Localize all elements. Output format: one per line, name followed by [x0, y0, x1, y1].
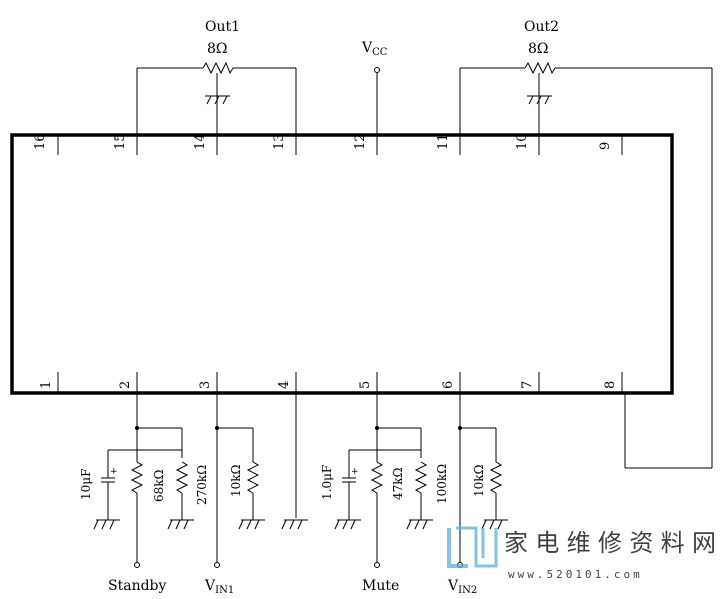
- pin-10-label: 10: [515, 133, 530, 150]
- mute-network: [334, 426, 434, 568]
- pin-13-label: 13: [272, 133, 287, 150]
- pin-8-label: 8: [603, 381, 618, 389]
- pin-2-label: 2: [118, 381, 133, 389]
- r47k-value: 47kΩ: [391, 467, 405, 500]
- standby-network: [93, 426, 195, 568]
- vcc-terminal: [374, 67, 380, 73]
- standby-label: Standby: [108, 578, 167, 594]
- watermark-logo-icon: [447, 526, 498, 568]
- pin-11-label: 11: [436, 133, 451, 150]
- out2-label: Out2: [524, 19, 559, 35]
- top-pin-labels: 16 15 14 13 12 11 10 9: [33, 133, 613, 150]
- watermark-cn-text: 家电维修资料网: [504, 529, 716, 557]
- out2-load: [460, 61, 713, 469]
- pin-1-label: 1: [39, 381, 54, 389]
- mute-cap-plus: +: [351, 467, 359, 477]
- out2-resistance: 8Ω: [528, 41, 549, 57]
- r-vin2-value: 10kΩ: [472, 464, 486, 497]
- ic-chip-body: [10, 133, 674, 395]
- pin-9-label: 9: [598, 142, 613, 150]
- mute-label: Mute: [362, 578, 399, 594]
- r270k-value: 270kΩ: [195, 465, 209, 505]
- pin-5-label: 5: [358, 381, 373, 389]
- pin-7-label: 7: [520, 381, 535, 389]
- pin-12-label: 12: [353, 133, 368, 150]
- pin-14-label: 14: [193, 133, 208, 150]
- pin-4-label: 4: [277, 381, 292, 389]
- top-pin-stubs: [57, 68, 623, 155]
- out1-label: Out1: [205, 19, 240, 35]
- bottom-pin-stubs: [57, 372, 623, 518]
- bottom-pin-labels: 1 2 3 4 5 6 7 8: [39, 381, 618, 389]
- watermark: 家电维修资料网 www.520101.com: [447, 526, 716, 581]
- vin2-label: VIN2: [447, 578, 477, 596]
- vin1-network: [214, 426, 266, 568]
- out1-load: [137, 61, 296, 105]
- standby-cap-plus: +: [110, 467, 118, 477]
- mute-cap-value: 1.0μF: [320, 465, 334, 500]
- pin-3-label: 3: [198, 381, 213, 389]
- pin-6-label: 6: [441, 381, 456, 389]
- r68k-value: 68kΩ: [152, 469, 166, 502]
- vcc-label: VCC: [361, 40, 388, 58]
- pin-15-label: 15: [113, 133, 128, 150]
- r-vin1-value: 10kΩ: [229, 464, 243, 497]
- out1-resistance: 8Ω: [207, 41, 228, 57]
- pin-16-label: 16: [33, 133, 48, 150]
- pin4-ground: [281, 519, 309, 530]
- watermark-url-text: www.520101.com: [508, 568, 643, 581]
- standby-cap-value: 10μF: [79, 469, 93, 500]
- vin1-label: VIN1: [204, 578, 234, 596]
- r100k-value: 100kΩ: [435, 464, 449, 504]
- vin2-network: [457, 426, 509, 568]
